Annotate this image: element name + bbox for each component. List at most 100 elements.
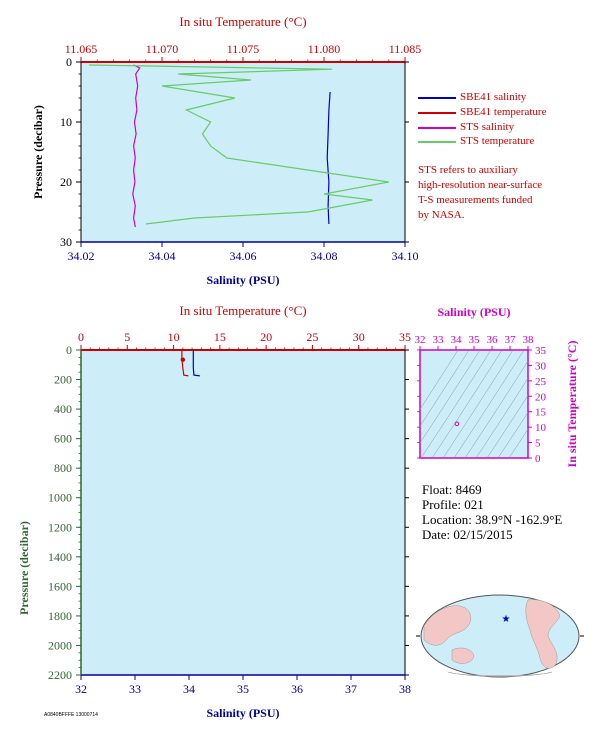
upper-temperature-tick-label: 11.085 bbox=[389, 42, 422, 56]
upper-temperature-tick-label: 11.080 bbox=[308, 42, 341, 56]
lower-salinity-tick-label: 34 bbox=[183, 682, 195, 696]
lower-profile-marker bbox=[180, 357, 186, 362]
lower-temperature-tick-label: 15 bbox=[214, 330, 226, 344]
profile-number: Profile: 021 bbox=[422, 497, 484, 512]
lower-pressure-tick-label: 1000 bbox=[48, 491, 72, 505]
upper-salinity-tick-label: 34.02 bbox=[68, 249, 95, 263]
map-land-antarctica bbox=[447, 671, 553, 677]
lower-pressure-tick-label: 1400 bbox=[48, 550, 72, 564]
legend-label-sts-temperature: STS temperature bbox=[460, 135, 535, 147]
ts-plot-area bbox=[419, 349, 529, 459]
ts-density-contour bbox=[486, 394, 528, 458]
upper-pressure-tick-label: 30 bbox=[60, 235, 72, 249]
ts-temperature-tick-label: 5 bbox=[535, 438, 541, 450]
lower-plot-area bbox=[81, 350, 405, 675]
ts-density-contour bbox=[431, 350, 503, 458]
lower-panel: In situ Temperature (°C) Salinity (PSU) … bbox=[17, 303, 411, 720]
ts-density-contour bbox=[508, 428, 528, 458]
upper-salinity-tick-label: 34.08 bbox=[311, 249, 338, 263]
lower-salinity-tick-label: 38 bbox=[399, 682, 411, 696]
ts-density-contour bbox=[420, 350, 459, 410]
upper-pressure-axis-title: Pressure (decibar) bbox=[31, 105, 45, 199]
ts-salinity-tick-label: 36 bbox=[487, 334, 499, 346]
ts-density-contour bbox=[420, 350, 492, 458]
ts-data-point bbox=[454, 421, 460, 427]
note-line: high-resolution near-surface bbox=[418, 179, 543, 191]
lower-temperature-tick-label: 35 bbox=[399, 330, 411, 344]
lower-temperature-tick-label: 5 bbox=[124, 330, 130, 344]
upper-salinity-tick-label: 34.10 bbox=[392, 249, 419, 263]
upper-temperature-tick-label: 11.070 bbox=[146, 42, 179, 56]
lower-temperature-tick-label: 20 bbox=[260, 330, 272, 344]
lower-temperature-tick-label: 10 bbox=[168, 330, 180, 344]
ts-density-contour bbox=[453, 350, 525, 458]
lower-salinity-axis-title: Salinity (PSU) bbox=[206, 706, 279, 720]
map-land-asia bbox=[423, 605, 471, 646]
map-land-australia bbox=[451, 647, 475, 664]
upper-temperature-axis-title: In situ Temperature (°C) bbox=[179, 14, 306, 29]
ts-diagram: Salinity (PSU) In situ Temperature (°C) … bbox=[415, 305, 580, 467]
lower-pressure-tick-label: 0 bbox=[66, 343, 72, 357]
lower-temperature-tick-label: 0 bbox=[78, 330, 84, 344]
ts-salinity-tick-label: 34 bbox=[451, 334, 463, 346]
map-land-americas bbox=[525, 599, 561, 669]
ts-density-contour bbox=[475, 377, 528, 458]
lower-salinity-tick-label: 32 bbox=[75, 682, 87, 696]
ts-temperature-tick-label: 0 bbox=[535, 453, 541, 465]
upper-temperature-tick-label: 11.075 bbox=[227, 42, 260, 56]
ts-salinity-tick-label: 35 bbox=[469, 334, 481, 346]
sts-note: STS refers to auxiliary high-resolution … bbox=[418, 163, 593, 223]
upper-salinity-axis-title: Salinity (PSU) bbox=[206, 273, 279, 287]
upper-pressure-tick-label: 10 bbox=[60, 115, 72, 129]
lower-temperature-tick-label: 30 bbox=[353, 330, 365, 344]
ts-density-contour bbox=[464, 360, 528, 458]
ts-temperature-tick-label: 30 bbox=[535, 360, 547, 372]
note-line: T-S measurements funded bbox=[418, 194, 533, 206]
lower-pressure-tick-label: 600 bbox=[54, 432, 72, 446]
lower-series-sbe41-temperature bbox=[181, 350, 189, 377]
lower-salinity-tick-label: 36 bbox=[291, 682, 303, 696]
upper-series-sts-salinity bbox=[132, 64, 141, 228]
legend-label-sbe41-salinity: SBE41 salinity bbox=[460, 91, 527, 103]
lower-pressure-tick-label: 1600 bbox=[48, 579, 72, 593]
ts-salinity-tick-label: 38 bbox=[523, 334, 535, 346]
ts-salinity-axis-title: Salinity (PSU) bbox=[437, 305, 510, 319]
ts-temperature-tick-label: 10 bbox=[535, 422, 547, 434]
lower-pressure-tick-label: 2200 bbox=[48, 668, 72, 682]
legend bbox=[418, 97, 456, 143]
upper-panel: In situ Temperature (°C) Salinity (PSU) … bbox=[31, 14, 421, 287]
float-location: Location: 38.9°N -162.9°E bbox=[422, 512, 563, 527]
legend-label-sbe41-temperature: SBE41 temperature bbox=[460, 106, 547, 118]
ts-density-contour bbox=[420, 350, 481, 444]
lower-pressure-tick-label: 400 bbox=[54, 402, 72, 416]
lower-pressure-tick-label: 2000 bbox=[48, 638, 72, 652]
ts-density-contour bbox=[442, 350, 514, 458]
upper-pressure-tick-label: 20 bbox=[60, 175, 72, 189]
upper-temperature-tick-label: 11.065 bbox=[65, 42, 98, 56]
ts-salinity-tick-label: 37 bbox=[505, 334, 517, 346]
ts-density-contour bbox=[497, 411, 528, 458]
note-line: by NASA. bbox=[418, 209, 465, 221]
ts-temperature-tick-label: 25 bbox=[535, 376, 547, 388]
ts-density-contour bbox=[420, 350, 470, 427]
note-line: STS refers to auxiliary bbox=[418, 164, 518, 176]
lower-pressure-tick-label: 1800 bbox=[48, 609, 72, 623]
map-float-star-icon: ★ bbox=[502, 614, 511, 625]
footer-code: A0840BFFFE 13000714 bbox=[44, 712, 98, 718]
lower-temperature-axis-title: In situ Temperature (°C) bbox=[179, 303, 306, 318]
upper-series-sts-temperature bbox=[89, 64, 389, 225]
upper-pressure-tick-label: 0 bbox=[66, 55, 72, 69]
ts-temperature-tick-label: 35 bbox=[535, 345, 547, 357]
lower-salinity-tick-label: 33 bbox=[129, 682, 141, 696]
lower-pressure-tick-label: 1200 bbox=[48, 520, 72, 534]
ts-salinity-tick-label: 33 bbox=[433, 334, 445, 346]
ts-temperature-tick-label: 15 bbox=[535, 407, 547, 419]
lower-salinity-tick-label: 37 bbox=[345, 682, 357, 696]
upper-salinity-tick-label: 34.04 bbox=[149, 249, 176, 263]
lower-temperature-tick-label: 25 bbox=[306, 330, 318, 344]
lower-pressure-axis-title: Pressure (decibar) bbox=[17, 521, 31, 615]
profile-date: Date: 02/15/2015 bbox=[422, 527, 513, 542]
ts-temperature-tick-label: 20 bbox=[535, 391, 547, 403]
lower-series-sbe41-salinity bbox=[192, 350, 200, 377]
